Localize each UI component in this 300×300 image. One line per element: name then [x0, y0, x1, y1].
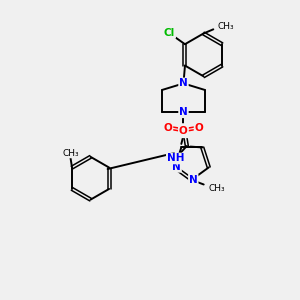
Text: CH₃: CH₃	[62, 149, 79, 158]
Text: N: N	[179, 107, 188, 117]
Text: Cl: Cl	[164, 28, 175, 38]
Text: S: S	[179, 124, 188, 137]
Text: NH: NH	[167, 154, 184, 164]
Text: O: O	[164, 123, 172, 133]
Text: CH₃: CH₃	[208, 184, 225, 193]
Text: N: N	[179, 78, 188, 88]
Text: O: O	[179, 125, 188, 136]
Text: O: O	[195, 123, 203, 133]
Text: N: N	[172, 162, 181, 172]
Text: N: N	[189, 175, 198, 185]
Text: CH₃: CH₃	[218, 22, 234, 32]
